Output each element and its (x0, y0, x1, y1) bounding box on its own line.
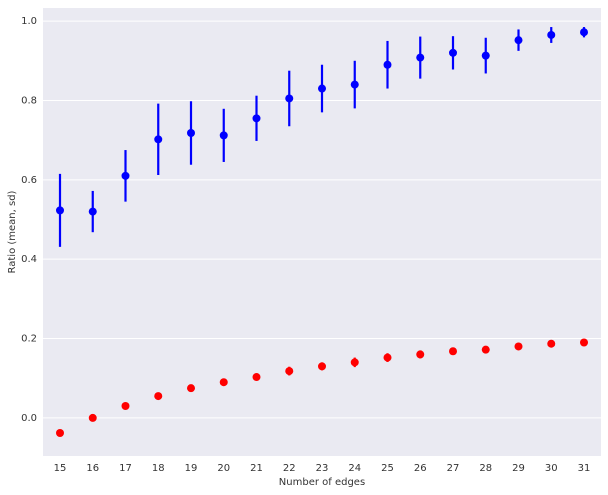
point (350, 80, 359, 89)
point (416, 350, 425, 359)
point (88, 207, 97, 216)
point (121, 171, 130, 180)
x-tick-label: 23 (316, 463, 329, 474)
x-axis-label: Number of edges (279, 477, 365, 488)
point (56, 428, 64, 437)
x-tick-label: 27 (447, 463, 460, 474)
point (383, 60, 392, 69)
y-axis-label: Ratio (mean, sd) (7, 190, 18, 273)
point (154, 392, 163, 401)
point (580, 28, 588, 37)
y-tick-label: 0.0 (21, 413, 37, 424)
point (187, 128, 195, 137)
x-tick-label: 31 (578, 463, 591, 474)
x-tick-label: 20 (217, 463, 230, 474)
x-tick-label: 17 (119, 463, 132, 474)
x-tick-label: 22 (283, 463, 296, 474)
x-tick-label: 24 (348, 463, 361, 474)
point (449, 48, 457, 57)
x-tick-label: 16 (86, 463, 99, 474)
point (88, 413, 97, 422)
point (449, 347, 457, 356)
y-tick-label: 0.6 (21, 175, 37, 186)
y-tick-label: 0.4 (21, 254, 37, 265)
x-tick-label: 25 (381, 463, 394, 474)
point (219, 131, 228, 140)
point (481, 345, 490, 354)
point (547, 30, 556, 39)
x-tick-label: 19 (185, 463, 198, 474)
x-tick-label: 15 (54, 463, 67, 474)
point (154, 135, 163, 144)
point (252, 114, 261, 123)
point (481, 51, 490, 60)
point (350, 358, 359, 367)
point (416, 53, 425, 62)
point (547, 339, 556, 348)
point (514, 36, 523, 45)
point (219, 378, 228, 387)
point (285, 367, 294, 376)
point (318, 362, 326, 371)
x-tick-label: 21 (250, 463, 263, 474)
point (121, 402, 130, 411)
point (383, 353, 392, 362)
x-tick-label: 30 (545, 463, 558, 474)
point (514, 342, 523, 351)
x-tick-label: 18 (152, 463, 165, 474)
y-tick-label: 1.0 (21, 16, 37, 27)
point (318, 84, 326, 93)
x-tick-label: 26 (414, 463, 427, 474)
y-tick-label: 0.8 (21, 95, 37, 106)
point (187, 384, 195, 393)
x-tick-label: 29 (512, 463, 525, 474)
point (56, 206, 64, 215)
y-tick-label: 0.2 (21, 334, 37, 345)
point (580, 338, 588, 347)
point (285, 94, 294, 103)
x-tick-label: 28 (479, 463, 492, 474)
point (252, 373, 261, 382)
